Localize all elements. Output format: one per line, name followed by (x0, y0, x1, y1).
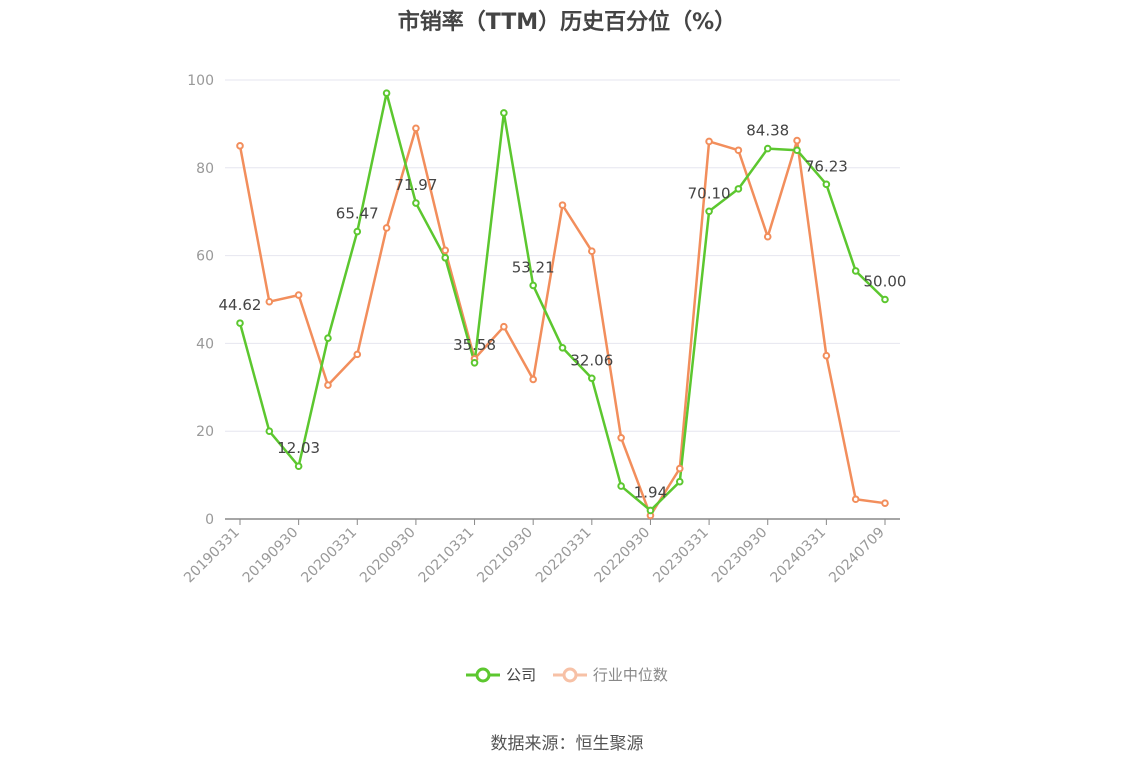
data-point-company (294, 462, 303, 470)
data-point-industry-median (793, 136, 801, 145)
data-point-company (412, 199, 420, 207)
x-tick-label: 20190930 (240, 525, 302, 587)
data-point-company (236, 319, 244, 327)
data-point-industry-median (294, 291, 303, 299)
x-tick-label: 20230331 (650, 525, 712, 587)
data-source-note: 数据来源：恒生聚源 (490, 734, 644, 754)
x-tick-label: 20210930 (474, 525, 536, 587)
data-point-company (265, 427, 274, 436)
x-tick-label: 20220930 (592, 525, 654, 587)
x-tick-label: 20190331 (181, 525, 243, 587)
data-point-company (500, 109, 508, 117)
legend-marker-industry-median (552, 667, 587, 682)
data-point-company (588, 374, 596, 383)
y-axis-ticks: 0 20 40 60 80 100 (187, 73, 214, 528)
series-line-industry-median (238, 127, 886, 517)
data-point-company (441, 253, 450, 262)
grid-lines (225, 79, 900, 432)
data-point-company (558, 343, 567, 352)
y-tick-label: 20 (196, 424, 214, 440)
data-point-industry-median (822, 351, 831, 360)
legend-item-industry-median[interactable]: 行业中位数 (552, 664, 668, 685)
data-label: 76.23 (805, 157, 848, 175)
y-tick-label: 40 (196, 336, 214, 352)
y-tick-label: 80 (196, 161, 214, 177)
data-point-industry-median (851, 495, 860, 504)
x-tick-label: 20220331 (533, 525, 595, 587)
data-point-industry-median (382, 224, 391, 232)
data-point-company (793, 146, 801, 155)
legend-label-industry-median: 行业中位数 (592, 666, 668, 684)
chart-title: 市销率（TTM）历史百分位（%） (397, 10, 737, 35)
series-line-company (238, 91, 886, 512)
data-point-industry-median (763, 232, 772, 241)
data-label: 44.62 (219, 296, 262, 314)
data-point-industry-median (236, 142, 244, 150)
x-tick-label: 20240331 (767, 525, 829, 587)
series-lines (238, 91, 886, 517)
data-point-industry-median (734, 146, 743, 155)
y-tick-label: 100 (187, 73, 214, 89)
data-label: 1.94 (634, 483, 667, 501)
data-point-industry-median (588, 247, 596, 256)
x-tick-label: 20200331 (298, 525, 360, 587)
legend-item-company[interactable]: 公司 (466, 664, 536, 685)
data-point-industry-median (558, 201, 567, 209)
data-label: 53.21 (512, 258, 555, 276)
data-label: 12.03 (277, 439, 320, 457)
data-point-industry-median (529, 375, 537, 384)
legend: 公司 行业中位数 (0, 664, 1134, 687)
data-label: 50.00 (864, 273, 907, 291)
data-point-company (353, 227, 362, 236)
legend-label-company: 公司 (506, 666, 537, 684)
x-axis: 2019033120190930202003312020093020210331… (181, 518, 900, 587)
y-tick-label: 0 (205, 512, 214, 528)
data-point-company (763, 144, 772, 153)
data-point-company (675, 477, 684, 486)
data-point-industry-median (265, 297, 274, 306)
data-point-company (734, 185, 743, 193)
data-point-industry-median (324, 381, 332, 389)
data-point-industry-median (705, 137, 713, 146)
data-point-industry-median (500, 322, 508, 331)
data-point-company (646, 506, 655, 515)
data-label: 35.58 (453, 336, 496, 354)
series-points (236, 89, 889, 520)
data-point-company (382, 89, 391, 97)
data-labels: 44.62 12.03 65.47 71.97 35.58 53.21 32.06 1.94 7… (219, 122, 907, 502)
data-point-company (881, 295, 889, 304)
data-point-company (705, 207, 713, 216)
data-point-company (617, 482, 625, 490)
data-point-company (529, 281, 537, 290)
data-point-industry-median (675, 464, 684, 473)
data-point-industry-median (353, 350, 362, 359)
data-label: 65.47 (336, 205, 379, 223)
data-point-company (470, 359, 479, 367)
data-label: 71.97 (394, 176, 437, 194)
x-tick-label: 20200930 (357, 525, 419, 587)
y-tick-label: 60 (196, 249, 214, 265)
data-point-company (822, 180, 831, 189)
x-tick-label: 20240709 (826, 525, 888, 587)
data-label: 32.06 (570, 351, 613, 369)
data-point-company (851, 267, 860, 275)
data-label: 84.38 (746, 122, 789, 140)
data-label: 70.10 (688, 184, 731, 202)
x-tick-label: 20210331 (416, 525, 478, 587)
legend-marker-company (466, 667, 501, 682)
data-point-industry-median (441, 246, 450, 255)
data-point-company (324, 334, 332, 342)
data-point-industry-median (412, 124, 420, 133)
x-tick-label: 20230930 (709, 525, 771, 587)
data-point-industry-median (881, 499, 889, 507)
data-point-industry-median (617, 433, 625, 442)
